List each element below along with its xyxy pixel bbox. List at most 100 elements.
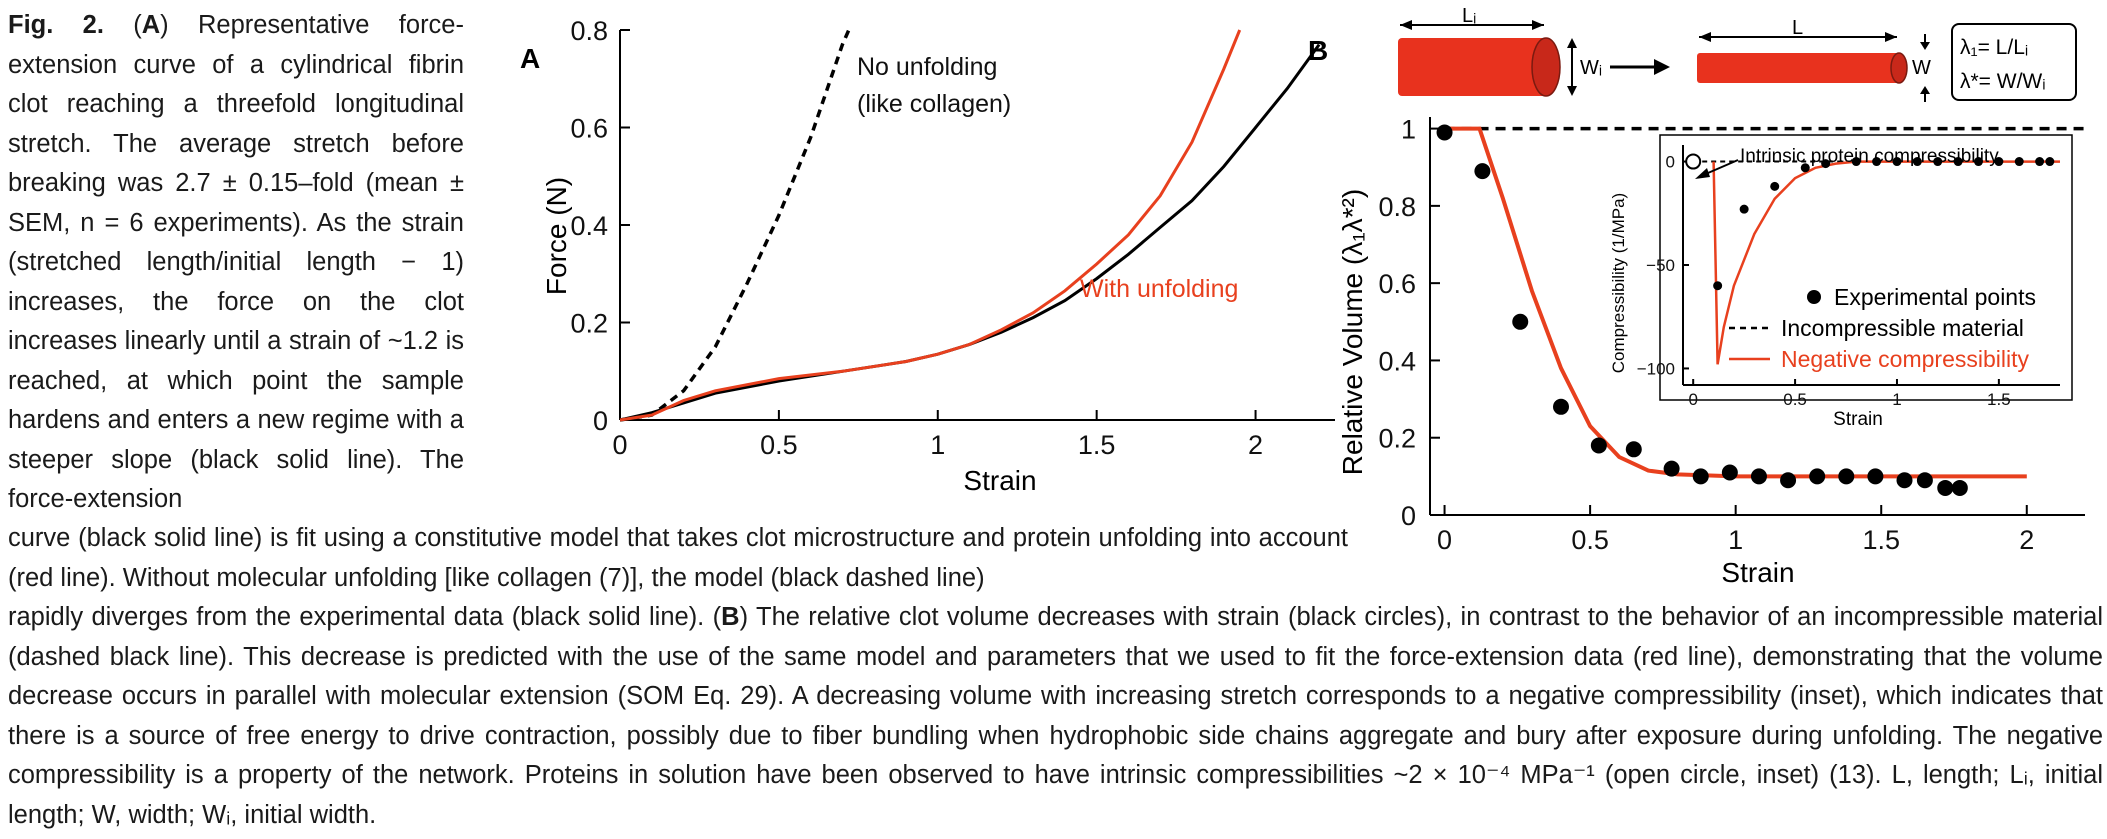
caption-part-b-marker: B: [721, 603, 740, 631]
w-label: W: [1912, 57, 1931, 79]
legend-label-points: Experimental points: [1834, 284, 2036, 310]
volume-data-point: [1474, 163, 1491, 180]
y-tick-label: 0.6: [1378, 269, 1416, 299]
x-tick-label: 1.5: [1862, 525, 1900, 555]
equation-box: [1951, 23, 2077, 101]
inset-data-point: [1953, 157, 1963, 167]
inset-data-point: [1770, 181, 1780, 191]
inset-data-point: [2035, 157, 2045, 167]
panel-a-red-label: With unfolding: [1080, 275, 1238, 303]
inset-data-point: [1821, 159, 1831, 169]
volume-data-point: [1867, 468, 1884, 485]
caption-left-column: Fig. 2. (A) Representative force-extensi…: [8, 6, 464, 520]
inset-data-point: [2014, 157, 2024, 167]
volume-data-point: [1512, 313, 1529, 330]
l-arrow-right-icon: [1885, 32, 1897, 42]
y-tick-label: −50: [1646, 256, 1675, 275]
caption-wide-block: curve (black solid line) is fit using a …: [8, 519, 2103, 835]
series-black-solid: [619, 43, 1321, 422]
li-label: Lᵢ: [1462, 5, 1476, 27]
x-tick-label: 1: [1728, 525, 1743, 555]
series-red-solid: [619, 29, 1242, 422]
stretched-cylinder-end: [1890, 52, 1908, 84]
x-tick-label: 1.5: [1987, 390, 2011, 409]
x-tick-label: 0.5: [1783, 390, 1807, 409]
initial-cylinder-end: [1531, 37, 1561, 97]
y-tick-label: 1: [1401, 115, 1416, 145]
volume-data-point: [1721, 464, 1738, 481]
caption-part-b-open: (: [712, 603, 722, 631]
panel-b-label: B: [1308, 35, 1328, 66]
y-tick-label: −100: [1637, 359, 1675, 378]
inset-annotation-arrow-icon: [1695, 168, 1710, 179]
volume-data-point: [1436, 124, 1453, 141]
inset-data-point: [1851, 157, 1861, 167]
volume-data-point: [1896, 472, 1913, 489]
panel-a-xlabel: Strain: [963, 465, 1036, 496]
y-tick-label: 0.8: [570, 16, 608, 46]
l-label: L: [1792, 17, 1803, 39]
inset-annotation: Intrinsic protein compressibility: [1740, 146, 1999, 167]
panel-b-ylabel: Relative Volume (λ₁λ*²): [1337, 189, 1368, 475]
x-tick-label: 0: [612, 430, 627, 460]
volume-data-point: [1780, 472, 1797, 489]
w-arrow-bottom-icon: [1920, 86, 1930, 94]
y-tick-label: 0.8: [1378, 192, 1416, 222]
panel-a-axes: 0 0.5 1 1.5 2 0 0.2 0.4 0.6 0.8: [570, 16, 1335, 460]
volume-data-point: [1625, 441, 1642, 458]
caption-part-a-open: (: [133, 11, 142, 39]
x-tick-label: 0.5: [1571, 525, 1609, 555]
inset-open-circle: [1685, 153, 1702, 170]
y-tick-label: 0.6: [570, 114, 608, 144]
volume-data-point: [1838, 468, 1855, 485]
caption-continue-text: curve (black solid line) is fit using a …: [8, 524, 1348, 592]
volume-data-point: [1951, 479, 1968, 496]
inset-data-point: [1872, 157, 1882, 167]
volume-data-point: [1750, 468, 1767, 485]
inset-data-point: [1892, 157, 1902, 167]
x-tick-label: 1: [1892, 390, 1901, 409]
caption-part-b-lead: rapidly diverges from the experimental d…: [8, 603, 713, 631]
y-tick-label: 0.2: [1378, 424, 1416, 454]
inset-axes: 0 0.5 1 1.5 0 −50 −100: [1637, 145, 2060, 409]
volume-data-point: [1553, 398, 1569, 415]
panel-a-series: [619, 29, 1321, 422]
inset-data-point: [1739, 204, 1749, 214]
inset-legend: Experimental points Incompressible mater…: [1729, 284, 2036, 372]
inset-series: [1685, 153, 2060, 365]
panel-a-dashed-label-line2: (like collagen): [857, 90, 1011, 118]
equation-lambda1: λ₁= L/Lᵢ: [1960, 36, 2028, 59]
wi-arrow-down-icon: [1567, 86, 1577, 96]
x-tick-label: 0.5: [760, 430, 798, 460]
x-tick-label: 0: [1688, 390, 1697, 409]
wi-arrow-up-icon: [1567, 38, 1577, 48]
volume-data-point: [1937, 479, 1954, 496]
x-tick-label: 2: [1248, 430, 1263, 460]
volume-data-point: [1692, 468, 1709, 485]
caption-part-a-marker: A: [141, 11, 161, 39]
w-arrow-top-icon: [1920, 42, 1930, 50]
x-tick-label: 1.5: [1078, 430, 1116, 460]
panel-b-axes: 0 0.5 1 1.5 2 0 0.2 0.4 0.6 0.8 1: [1378, 115, 2085, 555]
caption-part-b-block: rapidly diverges from the experimental d…: [8, 598, 2103, 835]
inset-data-point: [2045, 157, 2055, 167]
inset-frame: [1659, 134, 2073, 401]
transform-arrow-icon: [1654, 59, 1670, 75]
legend-marker-points: [1807, 290, 1821, 304]
wi-label: Wᵢ: [1580, 57, 1602, 79]
y-tick-label: 0.4: [570, 211, 608, 241]
inset-ylabel: Compressibility (1/MPa): [1609, 193, 1628, 373]
stretched-cylinder: [1697, 53, 1899, 83]
inset-data-point: [1973, 157, 1983, 167]
equation-lambda-star: λ*= W/Wᵢ: [1960, 70, 2046, 93]
panel-a-label: A: [520, 43, 540, 74]
inset-data-point: [1912, 157, 1922, 167]
y-tick-label: 0.4: [1378, 346, 1416, 376]
series-black-dashed: [619, 29, 851, 422]
volume-data-point: [1590, 437, 1607, 454]
inset-data-point: [1713, 281, 1723, 291]
panel-a-dashed-label-line1: No unfolding: [857, 53, 997, 81]
x-tick-label: 1: [930, 430, 945, 460]
